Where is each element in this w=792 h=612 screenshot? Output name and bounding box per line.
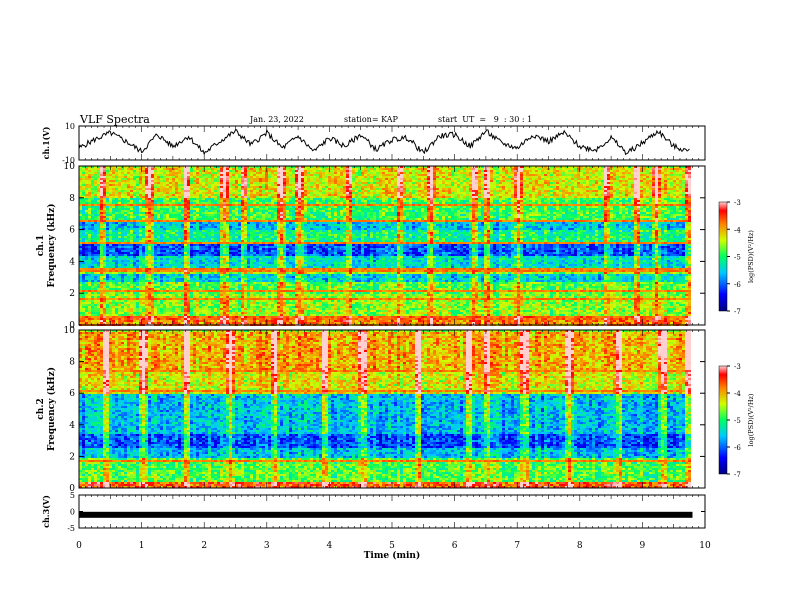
- x-axis-label: Time (min): [364, 550, 421, 561]
- ch1-spectrogram-colorbar-tick: -4: [734, 226, 741, 234]
- ch1-voltage-trace: [78, 128, 690, 156]
- ch2-spectrogram-colorbar-label: log(PSD)(V²/Hz): [747, 393, 755, 446]
- ch2-spectrogram-ytick: 4: [69, 421, 75, 431]
- ch1-spectrogram-ylabel-frequency: Frequency (kHz): [46, 203, 57, 287]
- ch3-voltage-ytick: -5: [67, 524, 75, 533]
- x-axis-tick-label: 7: [514, 541, 520, 551]
- ch1-spectrogram-ytick: 10: [64, 162, 76, 172]
- ch1-spectrogram-colorbar-tick: -6: [734, 281, 741, 289]
- ch1-spectrogram-ylabel-channel: ch.1: [36, 235, 46, 256]
- ch1-spectrogram-colorbar-tick: -7: [734, 308, 741, 316]
- ch3-voltage-ytick: 0: [70, 508, 75, 517]
- ch2-spectrogram-ytick: 8: [69, 358, 75, 368]
- ch1-spectrogram-ytick: 2: [69, 289, 75, 299]
- ch2-spectrogram-colorbar-tick: -5: [734, 417, 741, 425]
- station-label: station= KAP: [344, 115, 398, 124]
- x-axis-tick-label: 2: [201, 541, 207, 551]
- ch1-spectrogram-ytick: 4: [69, 257, 75, 267]
- ch3-voltage-ylabel: ch.3(V): [41, 495, 51, 528]
- ch1-voltage-ytick: -10: [62, 156, 75, 165]
- x-axis-tick-label: 6: [452, 541, 458, 551]
- ch2-spectrogram-ytick: 2: [69, 452, 75, 462]
- ch2-spectrogram-image: [79, 330, 691, 488]
- ch2-spectrogram-ytick: 6: [69, 389, 75, 399]
- ch2-spectrogram-colorbar-tick: -3: [734, 363, 741, 371]
- ch1-spectrogram-ytick: 8: [69, 194, 75, 204]
- start-time-label: start UT = 9 : 30 : 1: [438, 115, 532, 124]
- chart-title: VLF Spectra: [80, 113, 150, 126]
- ch1-spectrogram-colorbar-tick: -5: [734, 254, 741, 262]
- ch3-signal-bar: [79, 511, 693, 518]
- x-axis-tick-label: 4: [327, 541, 333, 551]
- ch1-voltage-ytick: 10: [65, 122, 75, 131]
- ch2-spectrogram-ytick: 0: [69, 484, 75, 494]
- x-axis-tick-label: 0: [76, 541, 82, 551]
- x-axis-tick-label: 1: [139, 541, 145, 551]
- ch1-spectrogram-colorbar-label: log(PSD)(V²/Hz): [747, 230, 755, 283]
- x-axis-tick-label: 3: [264, 541, 270, 551]
- ch1-spectrogram-image: [79, 166, 691, 326]
- x-axis-tick-label: 8: [577, 541, 583, 551]
- ch1-voltage-ylabel: ch.1(V): [41, 126, 51, 159]
- ch1-spectrogram-colorbar: [718, 201, 728, 312]
- ch1-spectrogram-ytick: 6: [69, 226, 75, 236]
- ch2-spectrogram-ytick: 10: [64, 326, 76, 336]
- ch2-spectrogram-colorbar-tick: -4: [734, 390, 741, 398]
- ch2-spectrogram-colorbar-tick: -6: [734, 444, 741, 452]
- x-axis-tick-label: 5: [389, 541, 395, 551]
- ch1-spectrogram-colorbar-tick: -3: [734, 199, 741, 207]
- ch3-voltage-ytick: 5: [70, 491, 75, 500]
- x-axis-tick-label: 10: [699, 541, 711, 551]
- ch2-spectrogram-colorbar-tick: -7: [734, 471, 741, 479]
- date-label: Jan. 23, 2022: [250, 115, 304, 124]
- x-axis-tick-label: 9: [640, 541, 646, 551]
- ch1-spectrogram-ytick: 0: [69, 321, 75, 331]
- ch2-spectrogram-ylabel-channel: ch.2: [36, 398, 46, 419]
- ch2-spectrogram-ylabel-frequency: Frequency (kHz): [46, 367, 57, 451]
- ch2-spectrogram-colorbar: [718, 365, 728, 475]
